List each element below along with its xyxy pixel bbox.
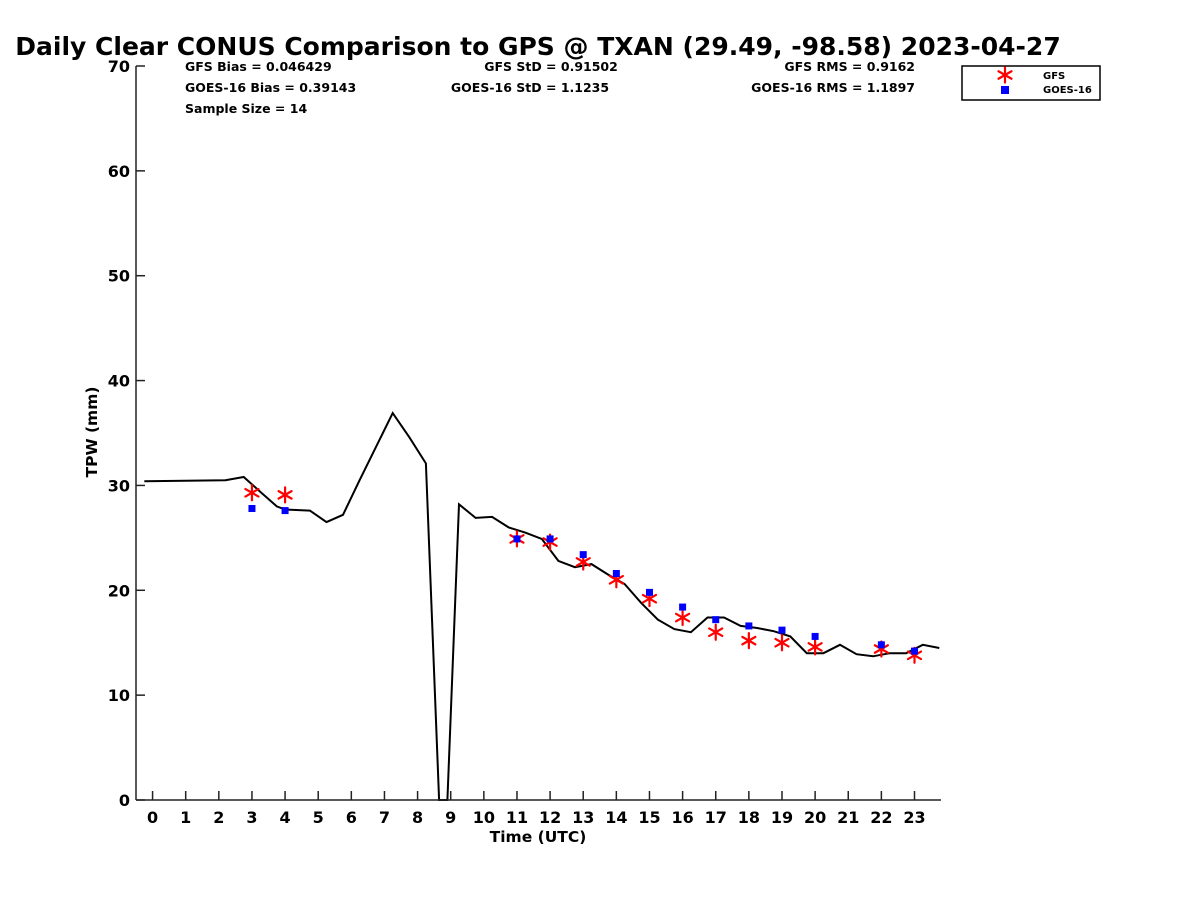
x-tick-label: 1 xyxy=(180,808,191,827)
goes16-point xyxy=(612,570,620,578)
goes16-point xyxy=(712,616,720,624)
x-tick-label: 10 xyxy=(473,808,495,827)
x-tick-label: 8 xyxy=(412,808,423,827)
sample-size-stat: Sample Size = 14 xyxy=(185,101,307,116)
x-tick-label: 21 xyxy=(837,808,859,827)
gfs-point xyxy=(277,486,293,504)
goes16-point xyxy=(513,535,521,543)
goes16-point xyxy=(745,622,753,630)
gfs-std-stat: GFS StD = 0.91502 xyxy=(484,59,618,74)
legend-goes-square xyxy=(1001,86,1009,94)
goes16-point xyxy=(645,588,653,596)
plot-area xyxy=(144,411,940,801)
y-tick-label: 70 xyxy=(108,57,130,76)
x-tick-label: 19 xyxy=(771,808,793,827)
goes16-point xyxy=(811,632,819,640)
legend: GFS GOES-16 xyxy=(961,65,1101,101)
gfs-point xyxy=(774,634,790,652)
y-tick-label: 50 xyxy=(108,267,130,286)
gps-tpw-line xyxy=(144,411,940,801)
goes-rms-stat: GOES-16 RMS = 1.1897 xyxy=(751,80,915,95)
goes16-point xyxy=(877,641,885,649)
gfs-point xyxy=(807,638,823,656)
x-tick-label: 5 xyxy=(313,808,324,827)
y-tick-label: 10 xyxy=(108,686,130,705)
x-tick-label: 18 xyxy=(738,808,760,827)
x-tick-label: 9 xyxy=(445,808,456,827)
x-tick-label: 11 xyxy=(506,808,528,827)
x-tick-label: 16 xyxy=(671,808,693,827)
goes16-point xyxy=(910,647,918,655)
y-axis-label: TPW (mm) xyxy=(83,387,101,478)
gfs-bias-stat: GFS Bias = 0.046429 xyxy=(185,59,332,74)
x-axis-label: Time (UTC) xyxy=(490,828,587,846)
x-tick-label: 0 xyxy=(147,808,158,827)
x-tick-label: 7 xyxy=(379,808,390,827)
gfs-point xyxy=(741,632,757,650)
y-tick-label: 0 xyxy=(119,791,130,810)
legend-gfs-asterisk xyxy=(997,66,1013,84)
goes16-point xyxy=(546,535,554,543)
x-tick-label: 2 xyxy=(213,808,224,827)
y-tick-label: 30 xyxy=(108,476,130,495)
x-tick-label: 4 xyxy=(280,808,291,827)
y-tick-label: 20 xyxy=(108,581,130,600)
x-tick-label: 3 xyxy=(246,808,257,827)
x-tick-label: 17 xyxy=(705,808,727,827)
x-tick-label: 13 xyxy=(572,808,594,827)
gfs-point xyxy=(674,608,691,627)
x-tick-label: 6 xyxy=(346,808,357,827)
legend-gfs-label: GFS xyxy=(1043,71,1065,82)
x-tick-label: 15 xyxy=(638,808,660,827)
x-tick-label: 22 xyxy=(870,808,892,827)
chart-title: Daily Clear CONUS Comparison to GPS @ TX… xyxy=(15,32,1060,61)
goes16-point xyxy=(679,603,687,611)
goes16-point xyxy=(248,504,256,512)
goes16-point xyxy=(281,507,289,515)
goes-std-stat: GOES-16 StD = 1.1235 xyxy=(451,80,609,95)
legend-goes-label: GOES-16 xyxy=(1043,85,1092,96)
x-tick-label: 14 xyxy=(605,808,627,827)
gfs-point xyxy=(708,623,724,641)
gfs-point xyxy=(244,484,260,502)
gfs-rms-stat: GFS RMS = 0.9162 xyxy=(784,59,915,74)
legend-gfs-marker xyxy=(997,66,1013,84)
x-tick-label: 23 xyxy=(903,808,925,827)
goes16-point xyxy=(579,551,587,559)
goes16-point xyxy=(778,626,786,634)
legend-goes-marker xyxy=(1001,86,1009,94)
y-tick-label: 40 xyxy=(108,372,130,391)
x-tick-label: 12 xyxy=(539,808,561,827)
goes-bias-stat: GOES-16 Bias = 0.39143 xyxy=(185,80,356,95)
x-tick-label: 20 xyxy=(804,808,826,827)
y-tick-label: 60 xyxy=(108,162,130,181)
legend-box xyxy=(961,65,1101,101)
